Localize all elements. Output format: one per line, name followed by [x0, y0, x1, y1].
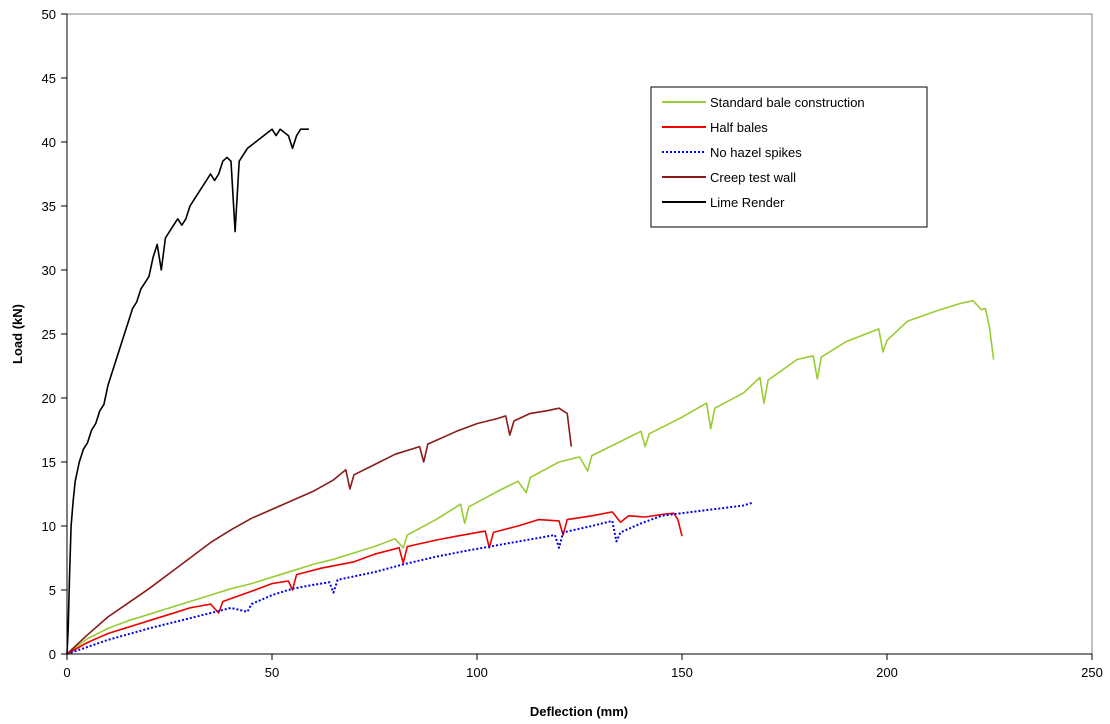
series-line-standard-bale-construction: [66, 299, 995, 655]
x-tick-label: 200: [876, 665, 898, 680]
x-tick-label: 250: [1081, 665, 1103, 680]
y-tick-label: 20: [42, 391, 56, 406]
y-tick-label: 5: [49, 583, 56, 598]
plot-area: [66, 13, 1093, 655]
x-tick-label: 100: [466, 665, 488, 680]
legend-items: Standard bale construction Half bales No h…: [662, 95, 865, 210]
y-tick-label: 30: [42, 263, 56, 278]
series-layer: [66, 128, 995, 655]
y-tick-label: 50: [42, 7, 56, 22]
x-tick-label: 150: [671, 665, 693, 680]
y-tick-label: 40: [42, 135, 56, 150]
y-tick-label: 15: [42, 455, 56, 470]
y-tick-label: 10: [42, 519, 56, 534]
legend-box: [650, 86, 928, 228]
legend-label: Lime Render: [710, 195, 785, 210]
y-tick-label: 35: [42, 199, 56, 214]
y-tick-label: 25: [42, 327, 56, 342]
legend-label: No hazel spikes: [710, 145, 802, 160]
y-tick-label: 0: [49, 647, 56, 662]
x-tick-label: 0: [63, 665, 70, 680]
legend-label: Half bales: [710, 120, 768, 135]
series-line-lime-render: [66, 128, 309, 655]
legend: Standard bale construction Half bales No h…: [650, 86, 928, 228]
x-axis-title: Deflection (mm): [530, 704, 628, 719]
legend-label: Creep test wall: [710, 170, 796, 185]
series-line-half-bales: [66, 511, 683, 655]
series-line-no-hazel-spikes: [66, 502, 752, 655]
legend-label: Standard bale construction: [710, 95, 865, 110]
axes-layer: 0 50 100 150 200 250 0 5 10 15 20 25 30 35 40 45 50: [42, 7, 1103, 680]
y-axis-title: Load (kN): [10, 304, 25, 364]
series-line-creep-test-wall: [66, 407, 573, 655]
x-tick-label: 50: [265, 665, 279, 680]
y-tick-label: 45: [42, 71, 56, 86]
